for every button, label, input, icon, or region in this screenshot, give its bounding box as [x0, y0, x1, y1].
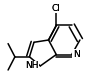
Text: N: N	[73, 50, 79, 59]
Text: N: N	[73, 50, 79, 59]
Text: Cl: Cl	[52, 4, 61, 13]
Text: Cl: Cl	[52, 4, 61, 13]
Text: NH: NH	[25, 61, 39, 70]
Text: NH: NH	[25, 61, 39, 70]
